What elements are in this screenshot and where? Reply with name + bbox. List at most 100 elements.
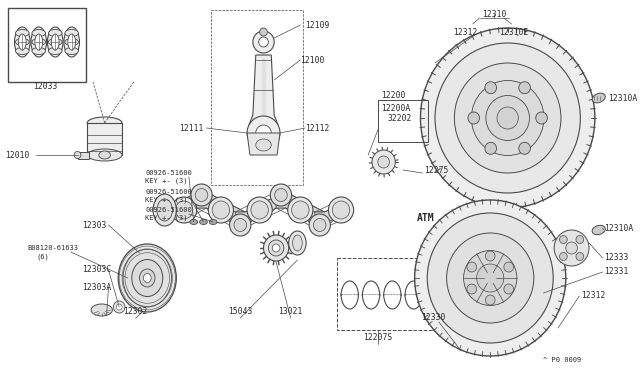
Circle shape (485, 251, 495, 261)
Ellipse shape (47, 27, 63, 57)
Bar (8, 8, 86, 82)
Text: 12310: 12310 (482, 10, 506, 19)
Ellipse shape (268, 240, 284, 256)
Ellipse shape (256, 139, 271, 151)
Ellipse shape (32, 48, 45, 55)
Polygon shape (179, 192, 206, 218)
Ellipse shape (208, 197, 234, 223)
Bar (77, 152, 89, 159)
Circle shape (559, 235, 567, 244)
Text: 12200: 12200 (381, 90, 405, 99)
Circle shape (566, 242, 577, 254)
Polygon shape (315, 202, 346, 228)
Ellipse shape (212, 201, 230, 219)
Ellipse shape (15, 38, 29, 45)
Ellipse shape (32, 38, 45, 45)
Ellipse shape (309, 214, 330, 236)
Ellipse shape (195, 189, 208, 202)
Circle shape (576, 253, 584, 260)
Circle shape (485, 82, 497, 94)
Ellipse shape (140, 269, 155, 287)
Ellipse shape (191, 184, 212, 206)
Ellipse shape (65, 38, 79, 45)
Text: 12310A: 12310A (605, 224, 634, 232)
Circle shape (485, 142, 497, 154)
Ellipse shape (428, 213, 553, 343)
Text: 12302: 12302 (124, 308, 148, 317)
Ellipse shape (35, 34, 43, 50)
Circle shape (467, 262, 477, 272)
Text: B08120-61633: B08120-61633 (27, 245, 78, 251)
Ellipse shape (87, 117, 122, 129)
Circle shape (504, 262, 513, 272)
Ellipse shape (415, 200, 566, 356)
Text: 12312: 12312 (453, 28, 478, 36)
Ellipse shape (592, 93, 605, 103)
Circle shape (485, 295, 495, 305)
Ellipse shape (118, 244, 177, 312)
Text: 32202: 32202 (388, 113, 412, 122)
Polygon shape (255, 192, 286, 218)
Ellipse shape (497, 107, 518, 129)
Bar (87, 123, 122, 155)
Text: 12033: 12033 (33, 81, 58, 90)
Text: 12100: 12100 (300, 55, 324, 64)
Ellipse shape (253, 31, 274, 53)
Ellipse shape (190, 219, 198, 224)
Polygon shape (236, 202, 264, 228)
Ellipse shape (91, 304, 113, 316)
Ellipse shape (209, 219, 217, 224)
Ellipse shape (175, 201, 193, 219)
Text: KEY +- (3): KEY +- (3) (145, 197, 188, 203)
Ellipse shape (49, 29, 62, 36)
Ellipse shape (68, 34, 76, 50)
Bar (337, 258, 449, 330)
Circle shape (559, 253, 567, 260)
Ellipse shape (275, 189, 287, 202)
Ellipse shape (32, 29, 45, 36)
Circle shape (504, 284, 513, 294)
Ellipse shape (289, 231, 306, 255)
Ellipse shape (172, 197, 196, 223)
Ellipse shape (64, 27, 79, 57)
Text: 12111: 12111 (179, 124, 204, 132)
Text: KEY +- (3): KEY +- (3) (145, 215, 188, 221)
Circle shape (519, 82, 531, 94)
Ellipse shape (332, 201, 349, 219)
Ellipse shape (99, 151, 111, 159)
Circle shape (468, 112, 479, 124)
Polygon shape (296, 202, 324, 228)
Ellipse shape (378, 156, 390, 168)
Ellipse shape (314, 218, 326, 231)
Ellipse shape (486, 96, 529, 141)
Text: 12207S: 12207S (364, 334, 392, 343)
Bar (378, 100, 428, 142)
Ellipse shape (292, 201, 309, 219)
Text: ^ P0 0009: ^ P0 0009 (543, 357, 580, 363)
Text: 13021: 13021 (278, 308, 303, 317)
Ellipse shape (272, 244, 280, 252)
Circle shape (116, 304, 122, 310)
Text: 12010: 12010 (5, 151, 29, 160)
Text: 12275: 12275 (424, 166, 449, 174)
Text: 12303C: 12303C (83, 266, 111, 275)
Circle shape (253, 140, 259, 146)
Polygon shape (196, 192, 226, 218)
Ellipse shape (123, 249, 172, 307)
Ellipse shape (65, 29, 79, 36)
Ellipse shape (454, 63, 561, 173)
Ellipse shape (292, 235, 302, 251)
Ellipse shape (447, 233, 534, 323)
Ellipse shape (435, 43, 580, 193)
Text: 12310A: 12310A (609, 93, 637, 103)
Ellipse shape (49, 48, 62, 55)
Ellipse shape (256, 125, 271, 141)
Ellipse shape (153, 194, 177, 226)
Ellipse shape (554, 230, 589, 266)
Text: 12333: 12333 (605, 253, 629, 263)
Ellipse shape (15, 48, 29, 55)
Circle shape (519, 142, 531, 154)
Ellipse shape (463, 250, 517, 305)
Bar (211, 10, 303, 185)
Ellipse shape (143, 273, 151, 282)
